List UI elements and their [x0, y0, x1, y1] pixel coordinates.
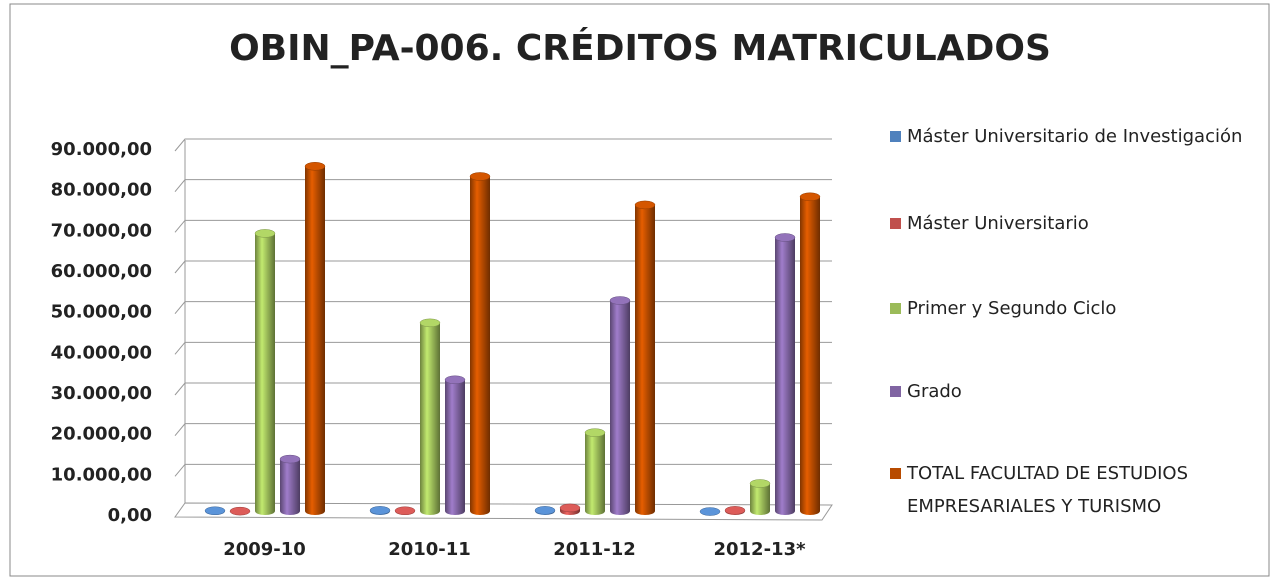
y-tick-label: 90.000,00	[51, 139, 152, 160]
chart-title: OBIN_PA-006. CRÉDITOS MATRICULADOS	[229, 27, 1051, 69]
bar	[774, 233, 796, 515]
y-tick-label: 80.000,00	[51, 180, 152, 201]
bar	[559, 503, 581, 515]
x-tick-label: 2012-13*	[713, 539, 806, 560]
x-tick-label: 2011-12	[553, 539, 636, 560]
bar	[419, 318, 441, 515]
grid-line	[174, 260, 832, 274]
y-tick-label: 70.000,00	[51, 220, 152, 241]
bar	[444, 375, 466, 515]
grid-line	[174, 179, 832, 192]
bar	[304, 162, 326, 516]
legend-label: Máster Universitario	[907, 213, 1089, 234]
bar	[254, 229, 276, 515]
legend-item: Máster Universitario	[890, 207, 1260, 240]
floor	[174, 502, 833, 521]
bar	[204, 506, 226, 515]
y-tick-label: 50.000,00	[51, 302, 152, 323]
legend-swatch	[890, 131, 901, 142]
legend-label: Máster Universitario de Investigación	[907, 126, 1243, 147]
bar	[634, 200, 656, 515]
grid-line	[174, 138, 832, 152]
legend-item: Máster Universitario de Investigación	[890, 120, 1260, 153]
legend-swatch	[890, 303, 901, 314]
bar	[749, 479, 771, 515]
bar	[229, 506, 251, 516]
y-tick-label: 0,00	[108, 505, 152, 526]
bar	[609, 296, 631, 515]
bar	[369, 506, 391, 515]
bar	[279, 454, 301, 515]
bar	[534, 506, 556, 515]
bar	[584, 428, 606, 515]
legend-swatch	[890, 218, 901, 229]
x-tick-label: 2010-11	[388, 539, 471, 560]
bar	[469, 172, 491, 515]
y-tick-label: 60.000,00	[51, 261, 152, 282]
bar	[699, 507, 721, 516]
bar	[394, 506, 416, 515]
bar	[799, 192, 821, 516]
bar	[724, 506, 746, 515]
x-tick-label: 2009-10	[223, 539, 306, 560]
legend-swatch	[890, 468, 901, 479]
legend-item: TOTAL FACULTAD DE ESTUDIOS EMPRESARIALES…	[890, 457, 1260, 523]
y-tick-label: 20.000,00	[51, 424, 152, 445]
legend-swatch	[890, 386, 901, 397]
legend-label: Primer y Segundo Ciclo	[907, 298, 1117, 319]
y-tick-label: 30.000,00	[51, 383, 152, 404]
y-tick-label: 40.000,00	[51, 342, 152, 363]
legend-item: Primer y Segundo Ciclo	[890, 292, 1260, 325]
legend-label: Grado	[907, 381, 962, 402]
grid-line	[174, 219, 832, 233]
legend-item: Grado	[890, 375, 1260, 408]
y-tick-label: 10.000,00	[51, 464, 152, 485]
legend-label: TOTAL FACULTAD DE ESTUDIOS EMPRESARIALES…	[907, 463, 1188, 517]
